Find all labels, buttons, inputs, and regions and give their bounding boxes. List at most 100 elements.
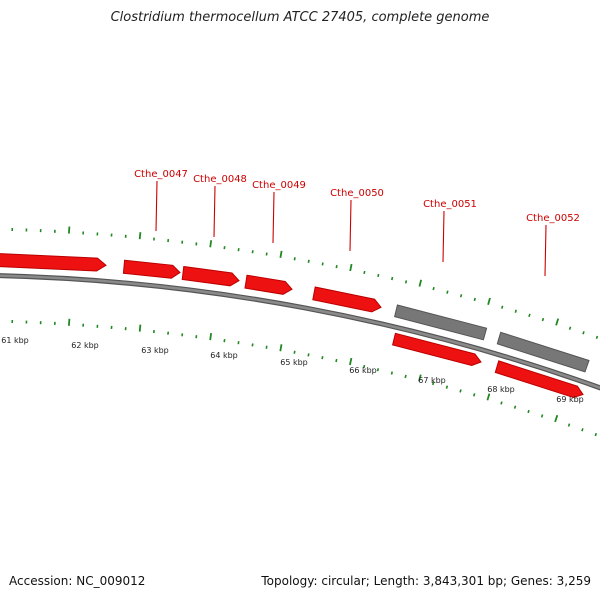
gene-arrow-cthe-0048[interactable]: [181, 265, 240, 287]
gene-arrow-cthe-0047[interactable]: [122, 259, 181, 279]
scale-label: 63 kbp: [141, 346, 169, 355]
feature-track: [0, 253, 590, 399]
upper-tick: [501, 305, 504, 309]
lower-tick: [363, 364, 366, 369]
lower-tick: [376, 368, 380, 372]
lower-tick: [209, 332, 212, 341]
lower-tick: [293, 350, 296, 354]
gene-arrow-cthe-0050[interactable]: [312, 286, 382, 313]
lower-tick: [68, 318, 71, 326]
lower-tick: [390, 371, 393, 375]
upper-tick: [321, 262, 324, 266]
lower-tick: [486, 393, 491, 401]
lower-tick: [432, 381, 435, 386]
gene-arrow-cthe-0049[interactable]: [244, 274, 293, 295]
lower-tick: [251, 343, 254, 347]
scale-label: 65 kbp: [280, 358, 308, 367]
gene-label-cthe-0052[interactable]: Cthe_0052: [526, 213, 580, 224]
upper-tick: [541, 317, 545, 322]
gene-leader-line: [544, 224, 547, 277]
gene-arrow-inner[interactable]: [391, 332, 482, 367]
lower-tick: [527, 409, 530, 414]
lower-tick: [404, 374, 407, 379]
lower-tick: [223, 338, 226, 343]
lower-tick: [554, 414, 559, 423]
upper-tick: [595, 335, 599, 340]
lower-tick: [307, 353, 310, 357]
scale-label: 64 kbp: [210, 351, 238, 360]
gene-label-layer: Cthe_0047 Cthe_0048 Cthe_0049 Cthe_0050 Cthe…: [134, 169, 580, 277]
gene-arrow[interactable]: [0, 253, 107, 272]
upper-tick: [487, 297, 491, 305]
lower-tick: [349, 357, 353, 366]
gene-bar-cthe-0051[interactable]: [393, 304, 488, 341]
scale-label: 69 kbp: [556, 395, 584, 404]
scale-label: 61 kbp: [1, 336, 29, 345]
gene-label-cthe-0049[interactable]: Cthe_0049: [252, 180, 306, 191]
upper-tick: [251, 250, 254, 254]
upper-tick: [473, 297, 476, 302]
upper-tick: [459, 294, 463, 298]
upper-tick: [138, 232, 142, 240]
gene-leader-line: [272, 191, 275, 244]
upper-tick: [528, 313, 531, 318]
page-title: Clostridium thermocellum ATCC 27405, com…: [110, 10, 490, 25]
upper-tick: [555, 318, 560, 326]
upper-tick-ring: [11, 226, 599, 340]
lower-tick: [445, 385, 449, 389]
gene-label-cthe-0048[interactable]: Cthe_0048: [193, 174, 247, 185]
gene-bar-cthe-0052[interactable]: [496, 331, 590, 373]
upper-tick: [363, 270, 366, 275]
lower-tick-ring: [11, 318, 598, 437]
upper-tick: [209, 240, 213, 248]
upper-tick: [293, 257, 296, 261]
upper-tick: [404, 280, 408, 284]
lower-tick: [321, 356, 324, 360]
lower-tick: [594, 432, 598, 437]
lower-tick: [279, 344, 283, 352]
lower-tick: [138, 324, 142, 332]
upper-tick: [391, 276, 394, 281]
lower-tick: [500, 401, 503, 405]
upper-tick: [307, 259, 310, 263]
lower-tick: [540, 414, 544, 418]
scale-label: 62 kbp: [71, 341, 99, 350]
gene-arrow-inner[interactable]: [494, 360, 584, 399]
upper-tick: [335, 265, 338, 269]
upper-tick: [568, 326, 572, 330]
scale-label: 67 kbp: [418, 376, 446, 385]
scale-label: 68 kbp: [487, 385, 515, 394]
gene-label-cthe-0051[interactable]: Cthe_0051: [423, 199, 477, 210]
upper-tick: [514, 309, 517, 313]
gene-label-cthe-0047[interactable]: Cthe_0047: [134, 169, 188, 180]
accession-text: Accession: NC_009012: [9, 574, 146, 588]
upper-tick: [432, 286, 435, 291]
gene-leader-line: [213, 185, 216, 238]
upper-tick: [68, 226, 71, 234]
upper-tick: [582, 331, 585, 335]
gene-label-cthe-0050[interactable]: Cthe_0050: [330, 188, 384, 199]
backbone-line: [0, 274, 600, 390]
lower-tick: [513, 405, 517, 409]
genome-summary-text: Topology: circular; Length: 3,843,301 bp…: [261, 574, 591, 588]
lower-tick: [459, 389, 462, 393]
gene-leader-line: [155, 180, 158, 232]
upper-tick: [349, 263, 353, 272]
scale-label-layer: 61 kbp 62 kbp 63 kbp 64 kbp 65 kbp 66 kbp 67 k…: [1, 336, 584, 404]
gene-leader-line: [349, 199, 352, 252]
lower-tick: [473, 393, 476, 397]
gene-leader-line: [442, 210, 445, 263]
upper-tick: [377, 273, 380, 278]
lower-tick: [581, 428, 584, 432]
scale-label: 66 kbp: [349, 366, 377, 375]
upper-tick: [446, 290, 449, 294]
lower-tick: [567, 423, 571, 427]
upper-tick: [418, 279, 422, 287]
lower-tick: [335, 358, 338, 363]
backbone: [0, 273, 600, 391]
upper-tick: [279, 250, 283, 258]
lower-tick: [418, 374, 422, 382]
upper-tick: [265, 252, 268, 256]
